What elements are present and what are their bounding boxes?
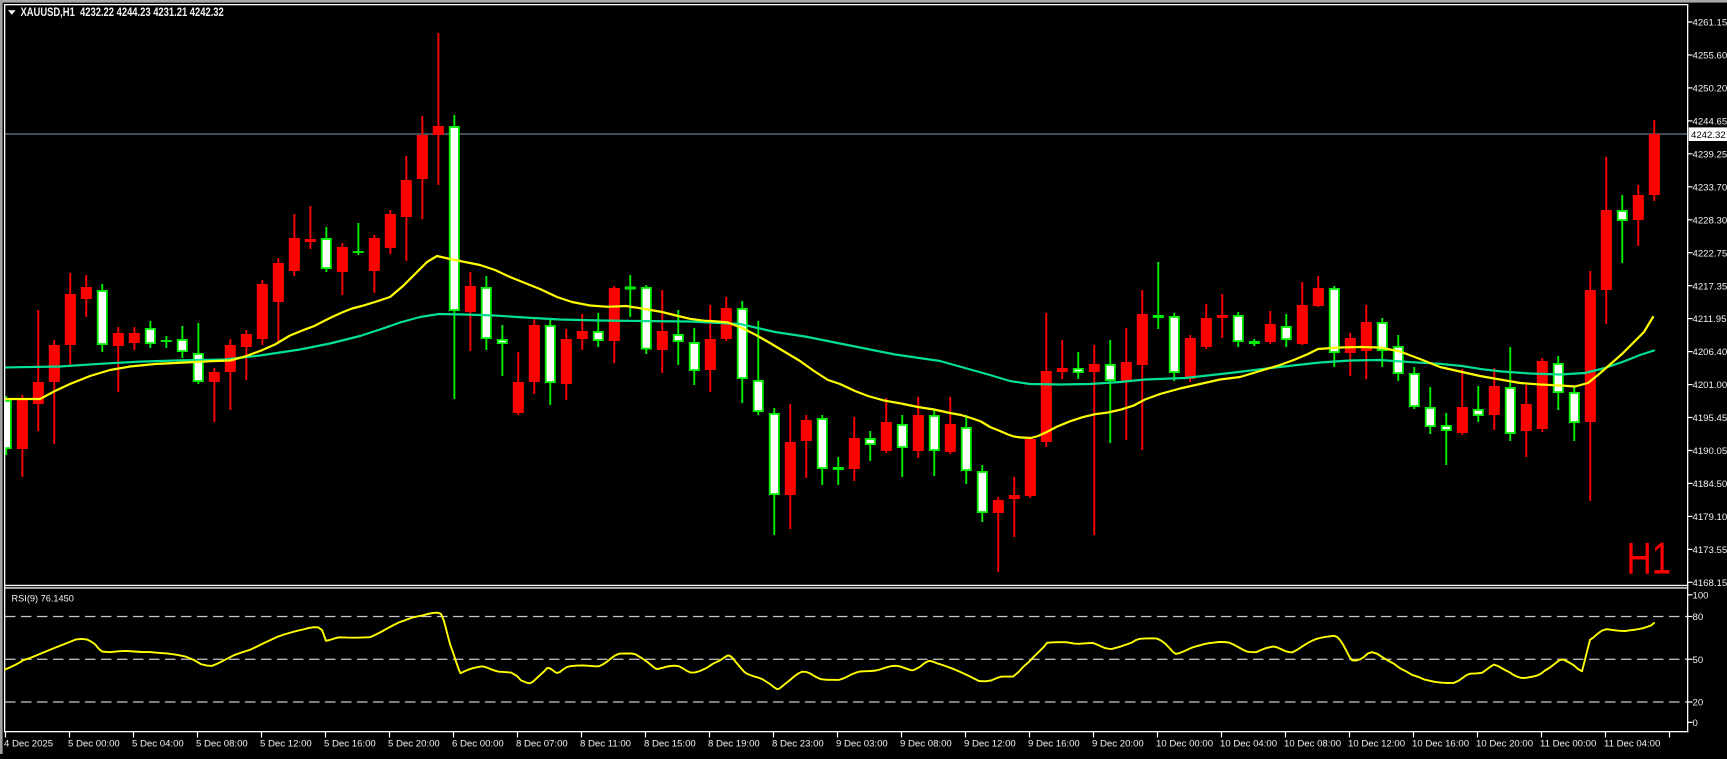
svg-text:8 Dec 23:00: 8 Dec 23:00 xyxy=(772,738,824,749)
svg-text:9 Dec 16:00: 9 Dec 16:00 xyxy=(1028,738,1080,749)
svg-text:4206.40: 4206.40 xyxy=(1693,347,1727,358)
svg-text:10 Dec 16:00: 10 Dec 16:00 xyxy=(1412,738,1469,749)
svg-text:9 Dec 08:00: 9 Dec 08:00 xyxy=(900,738,952,749)
svg-text:4217.35: 4217.35 xyxy=(1693,281,1727,292)
svg-text:11 Dec 00:00: 11 Dec 00:00 xyxy=(1540,738,1596,749)
svg-text:8 Dec 11:00: 8 Dec 11:00 xyxy=(580,738,631,749)
svg-text:4255.60: 4255.60 xyxy=(1693,51,1727,62)
svg-text:4244.65: 4244.65 xyxy=(1693,117,1727,128)
svg-text:H1: H1 xyxy=(1627,535,1672,584)
svg-text:4222.75: 4222.75 xyxy=(1693,248,1727,259)
svg-text:11 Dec 04:00: 11 Dec 04:00 xyxy=(1604,738,1660,749)
svg-text:10 Dec 12:00: 10 Dec 12:00 xyxy=(1348,738,1405,749)
svg-text:4168.15: 4168.15 xyxy=(1693,578,1727,589)
svg-text:20: 20 xyxy=(1693,698,1704,709)
svg-text:XAUUSD,H1 4232.22 4244.23 423: XAUUSD,H1 4232.22 4244.23 4231.21 4242.3… xyxy=(21,6,224,19)
svg-text:4195.45: 4195.45 xyxy=(1693,413,1727,424)
svg-text:4250.20: 4250.20 xyxy=(1693,84,1727,95)
svg-text:10 Dec 08:00: 10 Dec 08:00 xyxy=(1284,738,1341,749)
svg-text:100: 100 xyxy=(1693,590,1709,601)
svg-text:50: 50 xyxy=(1693,655,1704,666)
svg-text:10 Dec 20:00: 10 Dec 20:00 xyxy=(1476,738,1533,749)
svg-text:5 Dec 20:00: 5 Dec 20:00 xyxy=(388,738,440,749)
svg-text:5 Dec 04:00: 5 Dec 04:00 xyxy=(132,738,184,749)
svg-text:4184.50: 4184.50 xyxy=(1693,479,1727,490)
svg-text:8 Dec 15:00: 8 Dec 15:00 xyxy=(644,738,696,749)
svg-text:6 Dec 00:00: 6 Dec 00:00 xyxy=(452,738,504,749)
svg-text:RSI(9) 76.1450: RSI(9) 76.1450 xyxy=(12,594,74,604)
svg-text:0: 0 xyxy=(1693,718,1698,729)
svg-text:4228.30: 4228.30 xyxy=(1693,215,1727,226)
svg-text:8 Dec 07:00: 8 Dec 07:00 xyxy=(516,738,568,749)
svg-text:4211.95: 4211.95 xyxy=(1693,314,1727,325)
svg-text:8 Dec 19:00: 8 Dec 19:00 xyxy=(708,738,760,749)
svg-text:4261.15: 4261.15 xyxy=(1693,18,1727,29)
svg-text:4173.55: 4173.55 xyxy=(1693,545,1727,556)
svg-text:4242.32: 4242.32 xyxy=(1691,130,1726,141)
svg-text:5 Dec 08:00: 5 Dec 08:00 xyxy=(196,738,248,749)
svg-text:4179.10: 4179.10 xyxy=(1693,512,1727,523)
svg-text:5 Dec 00:00: 5 Dec 00:00 xyxy=(68,738,120,749)
svg-text:10 Dec 00:00: 10 Dec 00:00 xyxy=(1156,738,1213,749)
svg-text:9 Dec 12:00: 9 Dec 12:00 xyxy=(964,738,1016,749)
svg-text:10 Dec 04:00: 10 Dec 04:00 xyxy=(1220,738,1277,749)
svg-text:4 Dec 2025: 4 Dec 2025 xyxy=(4,738,53,749)
svg-text:5 Dec 12:00: 5 Dec 12:00 xyxy=(260,738,312,749)
svg-text:5 Dec 16:00: 5 Dec 16:00 xyxy=(324,738,376,749)
svg-text:80: 80 xyxy=(1693,612,1704,623)
svg-text:4201.00: 4201.00 xyxy=(1693,380,1727,391)
svg-text:9 Dec 20:00: 9 Dec 20:00 xyxy=(1092,738,1144,749)
svg-text:4190.05: 4190.05 xyxy=(1693,446,1727,457)
svg-text:9 Dec 03:00: 9 Dec 03:00 xyxy=(836,738,888,749)
svg-text:4233.70: 4233.70 xyxy=(1693,182,1727,193)
svg-text:4239.25: 4239.25 xyxy=(1693,149,1727,160)
